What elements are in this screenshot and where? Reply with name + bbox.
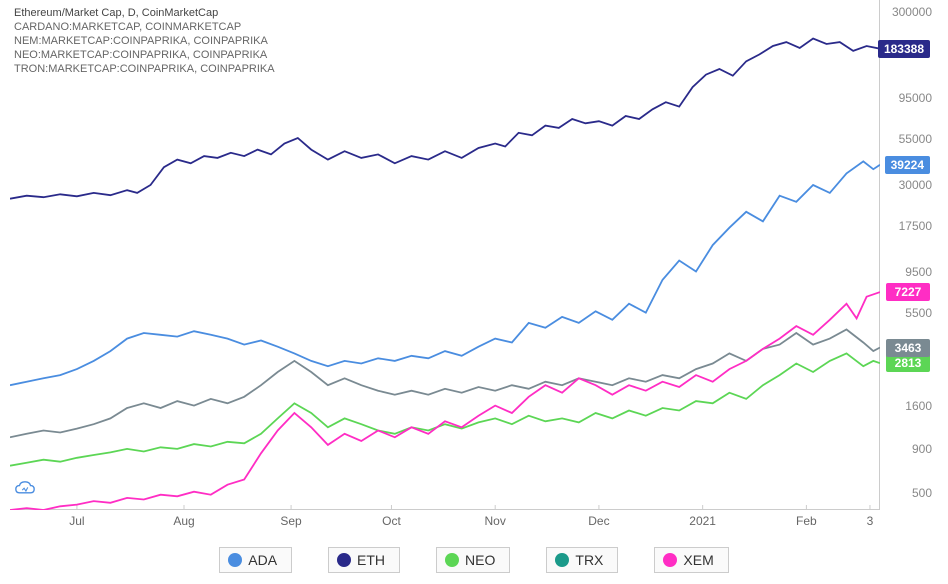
cloud-icon[interactable] bbox=[14, 480, 36, 498]
series-XEM bbox=[10, 292, 880, 510]
chart-subtitle-line: NEM:MARKETCAP:COINPAPRIKA, COINPAPRIKA bbox=[14, 34, 275, 48]
y-tick-label: 300000 bbox=[892, 5, 932, 19]
legend-dot-icon bbox=[337, 553, 351, 567]
x-axis: Jul Aug Sep Oct Nov Dec 2021 Feb 3 bbox=[10, 510, 880, 534]
x-tick-label: 3 bbox=[867, 514, 874, 528]
value-badge-XEM: 7227 bbox=[886, 283, 930, 301]
legend-dot-icon bbox=[555, 553, 569, 567]
legend-label: ETH bbox=[357, 552, 385, 568]
x-tick-label: Oct bbox=[382, 514, 401, 528]
value-badge-NEO: 2813 bbox=[886, 354, 930, 372]
y-tick-label: 30000 bbox=[899, 178, 932, 192]
legend-item-TRX[interactable]: TRX bbox=[546, 547, 618, 573]
y-tick-label: 95000 bbox=[899, 91, 932, 105]
value-badge-ADA: 39224 bbox=[885, 156, 930, 174]
x-tick-label: Dec bbox=[588, 514, 609, 528]
legend-label: NEO bbox=[465, 552, 495, 568]
legend-dot-icon bbox=[228, 553, 242, 567]
chart-plot-area[interactable] bbox=[10, 0, 880, 510]
x-tick-label: Jul bbox=[69, 514, 84, 528]
y-tick-label: 17500 bbox=[899, 219, 932, 233]
chart-subtitle-line: TRON:MARKETCAP:COINPAPRIKA, COINPAPRIKA bbox=[14, 62, 275, 76]
y-tick-label: 1600 bbox=[905, 399, 932, 413]
legend-item-NEO[interactable]: NEO bbox=[436, 547, 510, 573]
chart-title: Ethereum/Market Cap, D, CoinMarketCap bbox=[14, 6, 275, 20]
x-tick-label: Feb bbox=[796, 514, 817, 528]
legend-bottom: ADA ETH NEO TRX XEM bbox=[0, 544, 948, 576]
chart-svg bbox=[10, 0, 880, 510]
value-badge-TRX: 3463 bbox=[886, 339, 930, 357]
legend-label: XEM bbox=[683, 552, 713, 568]
legend-label: TRX bbox=[575, 552, 603, 568]
y-tick-label: 5500 bbox=[905, 306, 932, 320]
series-NEO bbox=[10, 353, 880, 465]
legend-dot-icon bbox=[445, 553, 459, 567]
y-axis: 500 900 1600 28133463 5500 7227 9500 17500 30000… bbox=[880, 0, 938, 510]
series-ADA bbox=[10, 161, 880, 385]
y-tick-label: 9500 bbox=[905, 265, 932, 279]
y-tick-label: 55000 bbox=[899, 132, 932, 146]
chart-subtitle-line: NEO:MARKETCAP:COINPAPRIKA, COINPAPRIKA bbox=[14, 48, 275, 62]
x-tick-label: Aug bbox=[173, 514, 194, 528]
x-tick-label: Sep bbox=[280, 514, 301, 528]
legend-item-ADA[interactable]: ADA bbox=[219, 547, 292, 573]
x-tick-label: Nov bbox=[485, 514, 506, 528]
chart-subtitle-line: CARDANO:MARKETCAP, COINMARKETCAP bbox=[14, 20, 275, 34]
legend-item-XEM[interactable]: XEM bbox=[654, 547, 728, 573]
y-tick-label: 900 bbox=[912, 442, 932, 456]
y-tick-label: 500 bbox=[912, 486, 932, 500]
chart-header-legend: Ethereum/Market Cap, D, CoinMarketCap CA… bbox=[14, 6, 275, 76]
legend-dot-icon bbox=[663, 553, 677, 567]
value-badge-ETH: 183388 bbox=[878, 40, 930, 58]
legend-label: ADA bbox=[248, 552, 277, 568]
x-tick-label: 2021 bbox=[689, 514, 716, 528]
legend-item-ETH[interactable]: ETH bbox=[328, 547, 400, 573]
